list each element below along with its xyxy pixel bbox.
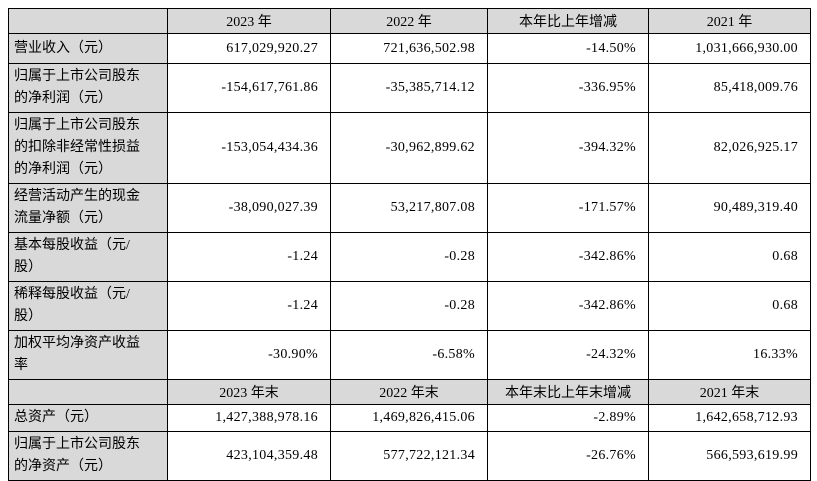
column-header-2022-end: 2022 年末 xyxy=(330,379,488,405)
cell-value: 1,427,388,978.16 xyxy=(167,404,331,432)
column-header-empty xyxy=(8,379,168,405)
cell-value: -30,962,899.62 xyxy=(330,112,488,184)
column-header-2023-end: 2023 年末 xyxy=(167,379,331,405)
table-row-basic-eps: 基本每股收益（元/股） -1.24 -0.28 -342.86% 0.68 xyxy=(8,232,811,282)
row-label: 归属于上市公司股东的净资产（元） xyxy=(8,431,168,481)
cell-value: -342.86% xyxy=(487,281,649,331)
column-header-empty xyxy=(8,8,168,34)
cell-value: -0.28 xyxy=(330,281,488,331)
cell-value: -1.24 xyxy=(167,232,331,282)
cell-value: 85,418,009.76 xyxy=(648,63,811,113)
table-row-net-assets: 归属于上市公司股东的净资产（元） 423,104,359.48 577,722,… xyxy=(8,431,811,481)
column-header-2022: 2022 年 xyxy=(330,8,488,34)
cell-value: -38,090,027.39 xyxy=(167,183,331,233)
cell-value: -30.90% xyxy=(167,330,331,380)
cell-value: 1,469,826,415.06 xyxy=(330,404,488,432)
cell-value: -153,054,434.36 xyxy=(167,112,331,184)
column-header-2021: 2021 年 xyxy=(648,8,811,34)
financial-indicators-table: 2023 年 2022 年 本年比上年增减 2021 年 营业收入（元） 617… xyxy=(8,8,811,481)
row-label: 经营活动产生的现金流量净额（元） xyxy=(8,183,168,233)
cell-value: 0.68 xyxy=(648,281,811,331)
cell-value: 577,722,121.34 xyxy=(330,431,488,481)
row-label: 稀释每股收益（元/股） xyxy=(8,281,168,331)
row-label: 加权平均净资产收益率 xyxy=(8,330,168,380)
cell-value: 1,031,666,930.00 xyxy=(648,33,811,64)
cell-value: -342.86% xyxy=(487,232,649,282)
table-row-diluted-eps: 稀释每股收益（元/股） -1.24 -0.28 -342.86% 0.68 xyxy=(8,281,811,331)
cell-value: -1.24 xyxy=(167,281,331,331)
cell-value: -0.28 xyxy=(330,232,488,282)
cell-value: 53,217,807.08 xyxy=(330,183,488,233)
cell-value: 1,642,658,712.93 xyxy=(648,404,811,432)
row-label: 基本每股收益（元/股） xyxy=(8,232,168,282)
cell-value: -171.57% xyxy=(487,183,649,233)
cell-value: -394.32% xyxy=(487,112,649,184)
column-header-2021-end: 2021 年末 xyxy=(648,379,811,405)
table-row-operating-cash-flow: 经营活动产生的现金流量净额（元） -38,090,027.39 53,217,8… xyxy=(8,183,811,233)
table-row-revenue: 营业收入（元） 617,029,920.27 721,636,502.98 -1… xyxy=(8,33,811,64)
column-header-yoy-change: 本年比上年增减 xyxy=(487,8,649,34)
column-header-yoy-end-change: 本年末比上年末增减 xyxy=(487,379,649,405)
table-header-row-period-end: 2023 年末 2022 年末 本年末比上年末增减 2021 年末 xyxy=(8,379,811,405)
cell-value: -26.76% xyxy=(487,431,649,481)
cell-value: -35,385,714.12 xyxy=(330,63,488,113)
cell-value: 16.33% xyxy=(648,330,811,380)
row-label: 归属于上市公司股东的净利润（元） xyxy=(8,63,168,113)
cell-value: 721,636,502.98 xyxy=(330,33,488,64)
cell-value: -336.95% xyxy=(487,63,649,113)
table-row-net-profit: 归属于上市公司股东的净利润（元） -154,617,761.86 -35,385… xyxy=(8,63,811,113)
cell-value: 90,489,319.40 xyxy=(648,183,811,233)
table-header-row-period: 2023 年 2022 年 本年比上年增减 2021 年 xyxy=(8,8,811,34)
cell-value: -154,617,761.86 xyxy=(167,63,331,113)
table-row-weighted-avg-roe: 加权平均净资产收益率 -30.90% -6.58% -24.32% 16.33% xyxy=(8,330,811,380)
column-header-2023: 2023 年 xyxy=(167,8,331,34)
row-label: 营业收入（元） xyxy=(8,33,168,64)
cell-value: 82,026,925.17 xyxy=(648,112,811,184)
cell-value: 0.68 xyxy=(648,232,811,282)
cell-value: -14.50% xyxy=(487,33,649,64)
cell-value: -6.58% xyxy=(330,330,488,380)
cell-value: -24.32% xyxy=(487,330,649,380)
cell-value: 566,593,619.99 xyxy=(648,431,811,481)
table-row-total-assets: 总资产（元） 1,427,388,978.16 1,469,826,415.06… xyxy=(8,404,811,432)
cell-value: 423,104,359.48 xyxy=(167,431,331,481)
cell-value: -2.89% xyxy=(487,404,649,432)
cell-value: 617,029,920.27 xyxy=(167,33,331,64)
row-label: 总资产（元） xyxy=(8,404,168,432)
table-row-net-profit-excl-nonrecurring: 归属于上市公司股东的扣除非经常性损益的净利润（元） -153,054,434.3… xyxy=(8,112,811,184)
row-label: 归属于上市公司股东的扣除非经常性损益的净利润（元） xyxy=(8,112,168,184)
